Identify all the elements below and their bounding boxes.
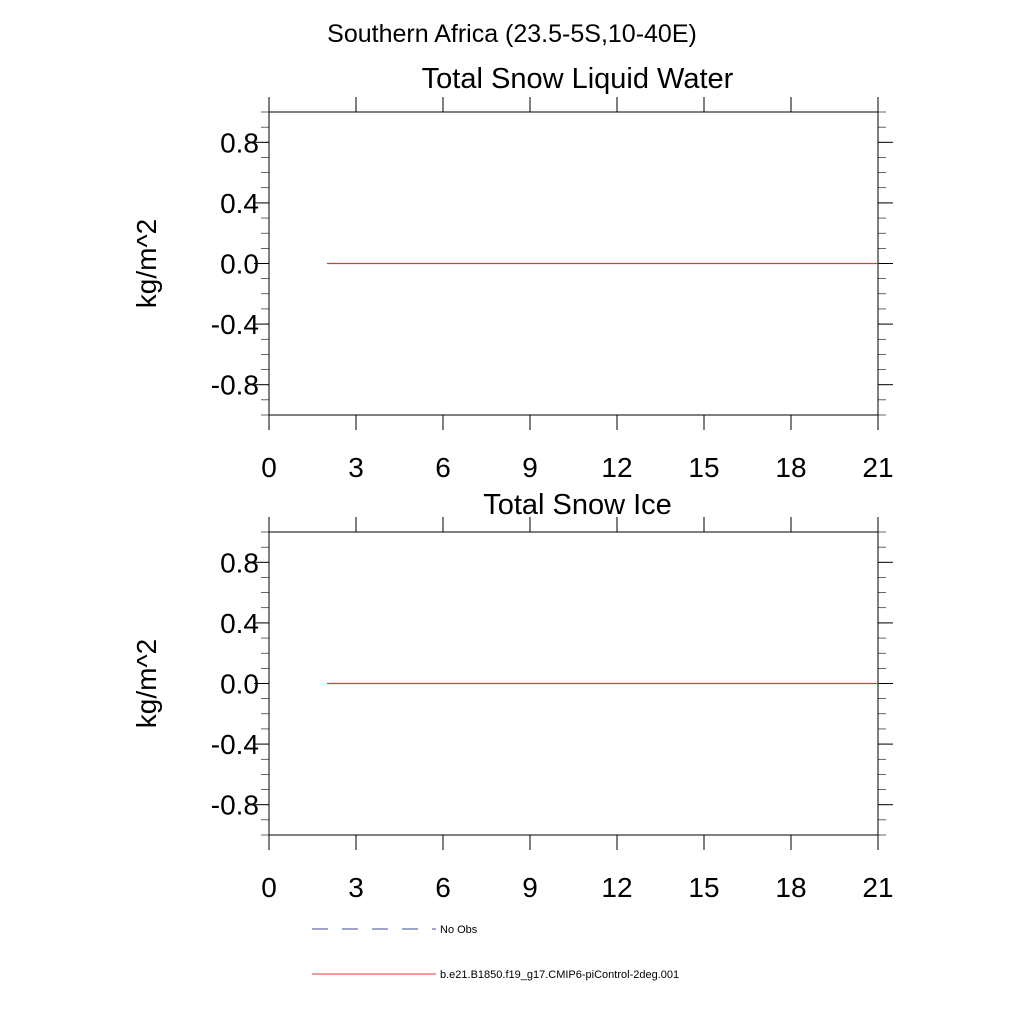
chart-panel-2: Total Snow Ice 0 3 6 9 12 15 18 21 0.8 0.4 0.0 -0.4 -… xyxy=(131,489,894,903)
x-tick-label: 0 xyxy=(261,452,277,483)
chart-title: Total Snow Ice xyxy=(483,489,672,521)
y-tick-label: 0.0 xyxy=(220,669,259,700)
legend-label: No Obs xyxy=(440,924,478,936)
legend-label: b.e21.B1850.f19_g17.CMIP6-piControl-2deg… xyxy=(440,969,679,981)
x-tick-label: 3 xyxy=(348,452,364,483)
y-axis-label: kg/m^2 xyxy=(131,219,162,308)
x-tick-label: 15 xyxy=(688,452,719,483)
x-tick-label: 9 xyxy=(522,452,538,483)
legend: No Obs b.e21.B1850.f19_g17.CMIP6-piContro… xyxy=(312,924,679,981)
chart-panels: Total Snow Liquid Water 0 3 6 9 12 15 18 21 0.8 0.… xyxy=(131,63,894,903)
legend-entry-1: No Obs xyxy=(312,924,478,936)
y-tick-label: 0.4 xyxy=(220,188,259,219)
chart-panel-1: Total Snow Liquid Water 0 3 6 9 12 15 18 21 0.8 0.… xyxy=(131,63,894,483)
y-tick-label: 0.4 xyxy=(220,608,259,639)
y-tick-label: 0.8 xyxy=(220,127,259,158)
y-tick-label: 0.0 xyxy=(220,249,259,280)
x-tick-label: 15 xyxy=(688,872,719,903)
y-axis-label: kg/m^2 xyxy=(131,639,162,728)
x-tick-label: 6 xyxy=(435,452,451,483)
x-tick-label: 3 xyxy=(348,872,364,903)
y-tick-label: 0.8 xyxy=(220,547,259,578)
x-tick-label: 12 xyxy=(601,872,632,903)
y-tick-label: -0.8 xyxy=(211,370,259,401)
x-tick-label: 18 xyxy=(775,452,806,483)
y-tick-label: -0.4 xyxy=(211,309,259,340)
y-tick-label: -0.8 xyxy=(211,790,259,821)
figure-title: Southern Africa (23.5-5S,10-40E) xyxy=(327,20,697,48)
legend-entry-2: b.e21.B1850.f19_g17.CMIP6-piControl-2deg… xyxy=(312,969,679,981)
x-tick-label: 21 xyxy=(862,872,893,903)
x-tick-label: 18 xyxy=(775,872,806,903)
chart-title: Total Snow Liquid Water xyxy=(422,63,734,95)
x-tick-label: 6 xyxy=(435,872,451,903)
x-tick-label: 12 xyxy=(601,452,632,483)
x-tick-label: 21 xyxy=(862,452,893,483)
x-tick-label: 9 xyxy=(522,872,538,903)
x-tick-label: 0 xyxy=(261,872,277,903)
y-tick-label: -0.4 xyxy=(211,729,259,760)
